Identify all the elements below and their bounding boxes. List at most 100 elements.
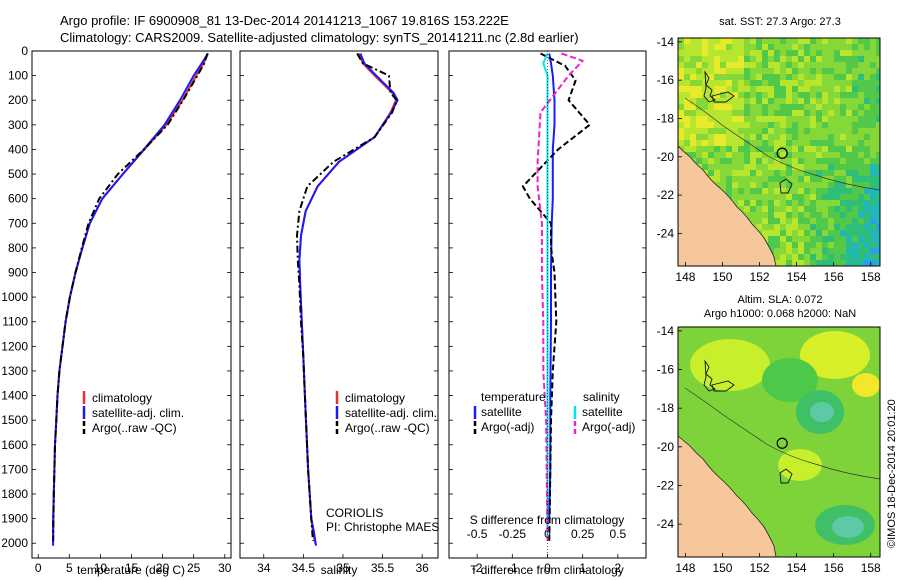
sst-cell <box>786 98 793 105</box>
sst-cell <box>738 56 745 63</box>
sst-cell <box>780 164 787 171</box>
sst-cell <box>834 122 841 129</box>
sst-cell <box>876 182 880 189</box>
sst-cell <box>822 146 829 153</box>
sst-cell <box>846 170 853 177</box>
sst-cell <box>690 74 697 81</box>
sst-cell <box>744 212 751 219</box>
sst-cell <box>864 260 871 266</box>
sst-cell <box>828 50 835 57</box>
sst-cell <box>702 146 709 153</box>
sst-cell <box>696 86 703 93</box>
sst-cell <box>702 68 709 75</box>
sst-cell <box>804 194 811 201</box>
sla-anomaly-low <box>810 402 834 422</box>
sst-cell <box>792 80 799 87</box>
sst-cell <box>858 68 865 75</box>
sst-cell <box>762 38 769 45</box>
sst-cell <box>810 104 817 111</box>
sst-cell <box>786 62 793 69</box>
sst-cell <box>756 194 763 201</box>
sst-cell <box>792 152 799 159</box>
sst-cell <box>798 200 805 207</box>
sst-cell <box>804 98 811 105</box>
sst-cell <box>744 128 751 135</box>
sst-cell <box>762 194 769 201</box>
sst-cell <box>684 74 691 81</box>
sst-cell <box>768 92 775 99</box>
sst-cell <box>684 62 691 69</box>
sst-cell <box>798 104 805 111</box>
sst-cell <box>870 212 877 219</box>
sst-cell <box>792 56 799 63</box>
sst-cell <box>762 122 769 129</box>
depth-tick-label: 1400 <box>1 389 28 403</box>
sst-cell <box>798 74 805 81</box>
sst-cell <box>750 98 757 105</box>
sst-cell <box>840 92 847 99</box>
sst-cell <box>864 170 871 177</box>
sst-cell <box>684 128 691 135</box>
sst-cell <box>846 212 853 219</box>
argo-position-marker <box>776 147 788 159</box>
sst-cell <box>732 56 739 63</box>
sst-cell <box>786 224 793 231</box>
legend-label-temp-satellite: satellite <box>481 405 522 419</box>
legend-title-temperature: temperature <box>481 390 546 404</box>
sst-cell <box>840 188 847 195</box>
sst-cell <box>864 86 871 93</box>
sst-cell <box>768 80 775 87</box>
sst-cell <box>834 86 841 93</box>
salinity-x-axis: 34 34.5 35 35.5 36 <box>257 554 429 575</box>
sst-cell <box>816 122 823 129</box>
sst-cell <box>738 80 745 87</box>
legend-label-climatology: climatology <box>345 391 405 405</box>
depth-tick-label: 1600 <box>1 438 28 452</box>
sst-cell <box>864 200 871 207</box>
sst-cell <box>870 224 877 231</box>
sst-cell <box>774 218 781 225</box>
sst-cell <box>792 242 799 249</box>
sst-cell <box>756 176 763 183</box>
sst-cell <box>846 248 853 255</box>
sst-cell <box>762 116 769 123</box>
sst-cell <box>864 38 871 45</box>
sst-cell <box>726 80 733 87</box>
sst-cell <box>840 140 847 147</box>
sst-cell <box>762 212 769 219</box>
sst-cell <box>810 206 817 213</box>
sst-cell <box>840 212 847 219</box>
sst-cell <box>870 158 877 165</box>
sst-cell <box>774 128 781 135</box>
sst-cell <box>768 212 775 219</box>
salinity-tick-label: 35.5 <box>371 561 395 575</box>
sst-cell <box>828 146 835 153</box>
sst-cell <box>786 110 793 117</box>
sst-cell <box>732 62 739 69</box>
sst-cell <box>750 194 757 201</box>
sst-cell <box>870 206 877 213</box>
sst-cell <box>720 146 727 153</box>
sst-cell <box>708 140 715 147</box>
sst-cell <box>876 170 880 177</box>
sst-cell <box>798 242 805 249</box>
sst-cell <box>846 104 853 111</box>
sst-cell <box>834 38 841 45</box>
t-difference-axis-label: T difference from climatology <box>470 563 624 577</box>
sst-cell <box>792 50 799 57</box>
sst-cell <box>822 176 829 183</box>
sst-cell <box>828 248 835 255</box>
sst-cell <box>876 62 880 69</box>
sst-cell <box>834 56 841 63</box>
sst-cell <box>864 104 871 111</box>
sst-cell <box>810 98 817 105</box>
sst-cell <box>864 110 871 117</box>
sst-cell <box>828 134 835 141</box>
s-difference-x-axis: -0.5 -0.25 0 0.25 0.5 <box>467 527 627 541</box>
sst-cell <box>744 176 751 183</box>
sst-cell <box>756 134 763 141</box>
sst-cell <box>726 38 733 45</box>
sst-cell <box>870 218 877 225</box>
sst-cell <box>762 134 769 141</box>
